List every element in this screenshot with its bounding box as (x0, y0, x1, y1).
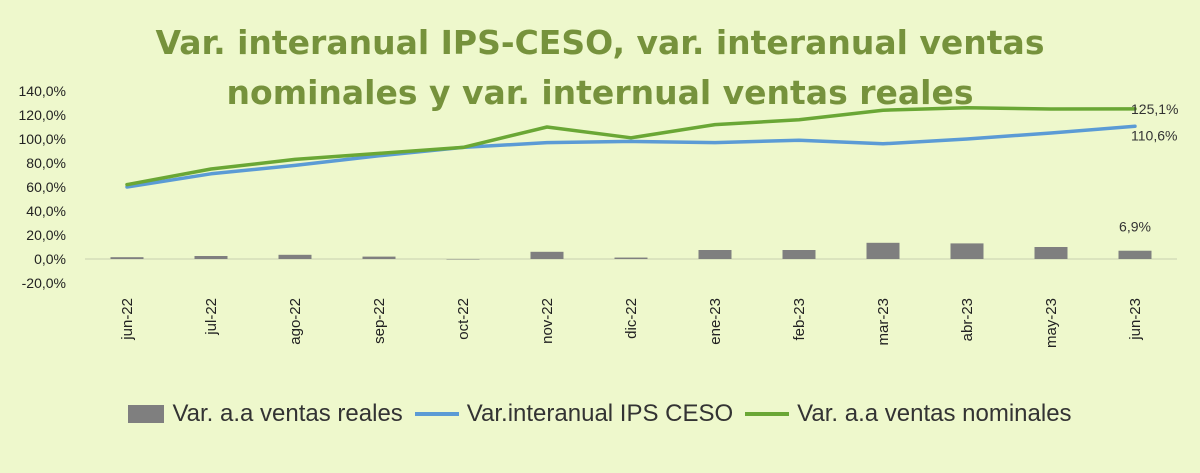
legend-swatch-blue (414, 412, 459, 416)
y-tick-label: -20,0% (22, 275, 66, 291)
y-tick-label: 140,0% (19, 83, 66, 99)
series-line-ventas-nominales (125, 106, 1137, 187)
bar (614, 257, 648, 259)
legend-item-blue: Var.interanual IPS CESO (414, 400, 734, 428)
x-tick-label: abr-23 (959, 298, 976, 341)
bar (110, 257, 144, 259)
bar (1118, 250, 1152, 259)
legend-label-green: Var. a.a ventas nominales (797, 400, 1072, 427)
data-label-ventas-nominales: 125,1% (1131, 101, 1178, 117)
x-tick-label: ago-22 (287, 298, 304, 345)
bar (194, 256, 228, 259)
x-tick-label: ene-23 (707, 298, 724, 345)
bar (530, 251, 564, 259)
x-tick-label: jun-23 (1127, 298, 1144, 341)
bar (362, 256, 396, 259)
bar (698, 250, 732, 259)
y-tick-label: 120,0% (19, 107, 66, 123)
legend-label-bars: Var. a.a ventas reales (172, 400, 403, 427)
chart-title-line2: nominales y var. internual ventas reales (226, 73, 974, 112)
x-tick-label: oct-22 (455, 298, 472, 340)
x-tick-label: nov-22 (539, 298, 556, 344)
legend-label-blue: Var.interanual IPS CESO (466, 400, 734, 427)
y-tick-label: 80,0% (26, 155, 66, 171)
y-tick-label: 0,0% (34, 251, 66, 267)
legend-swatch-bars (128, 405, 165, 423)
data-label-ips-ceso: 110,6% (1131, 127, 1177, 143)
bar (866, 242, 900, 259)
chart-plot: 140,0% 120,0% 100,0% 80,0% 60,0% 40,0% 20,0% 0,… (19, 83, 1179, 348)
x-tick-label: jun-22 (119, 298, 136, 341)
x-tick-label: sep-22 (371, 298, 388, 344)
y-tick-label: 20,0% (26, 227, 66, 243)
x-tick-label: jul-22 (203, 298, 220, 336)
legend-item-green: Var. a.a ventas nominales (745, 400, 1072, 428)
y-tick-label: 40,0% (26, 203, 66, 219)
x-tick-label: mar-23 (875, 298, 892, 346)
y-tick-label: 60,0% (26, 179, 66, 195)
data-label-ventas-reales: 6,9% (1119, 219, 1151, 235)
bar (1034, 247, 1068, 259)
chart-legend: Var. a.a ventas reales Var.interanual IP… (0, 400, 1200, 428)
bar (278, 254, 312, 259)
x-tick-label: dic-22 (623, 298, 640, 339)
bar (950, 243, 984, 259)
bar (782, 250, 816, 259)
bar (446, 259, 480, 260)
chart-title-line1: Var. interanual IPS-CESO, var. interanua… (155, 23, 1045, 62)
x-tick-label: feb-23 (791, 298, 808, 341)
legend-item-bars: Var. a.a ventas reales (128, 400, 403, 428)
series-line-ips-ceso (125, 124, 1137, 189)
legend-swatch-green (745, 412, 790, 416)
y-tick-label: 100,0% (19, 131, 66, 147)
x-tick-label: may-23 (1043, 298, 1060, 348)
chart-title: Var. interanual IPS-CESO, var. interanua… (60, 18, 1140, 118)
